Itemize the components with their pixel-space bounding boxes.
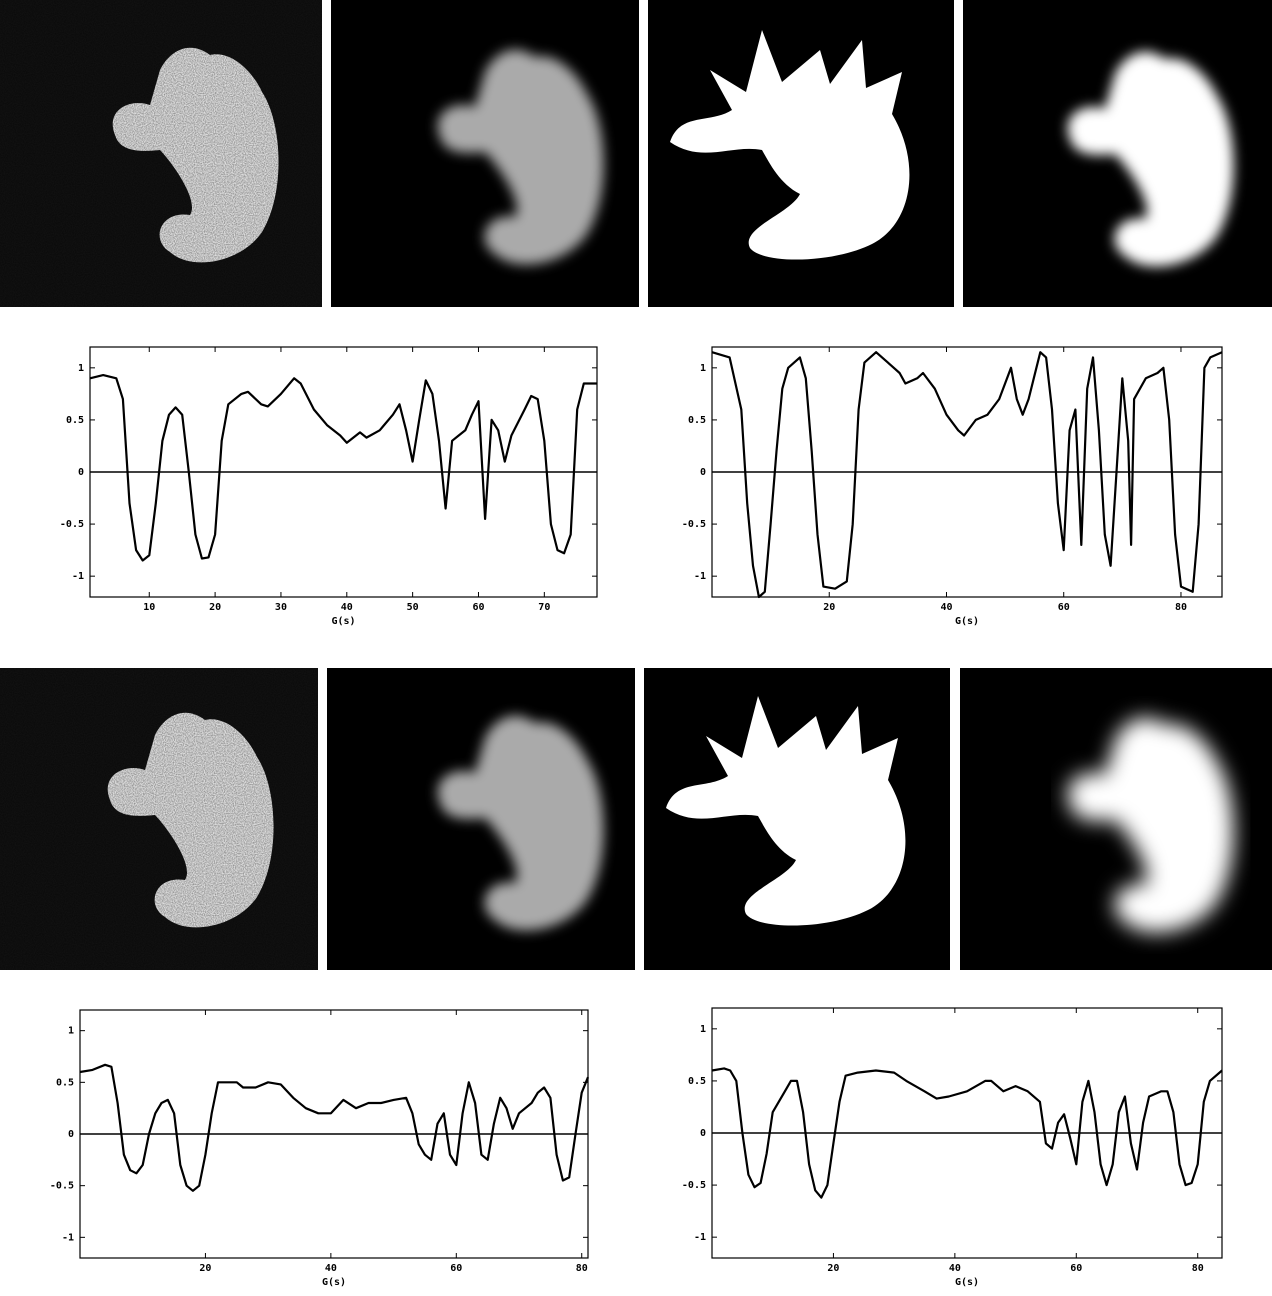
- x-tick-label: 20: [827, 1263, 839, 1274]
- x-tick-label: 40: [325, 1263, 337, 1274]
- x-tick-label: 60: [450, 1263, 462, 1274]
- y-tick-label: -1: [62, 1232, 74, 1243]
- y-tick-label: 0.5: [688, 415, 706, 426]
- y-tick-label: -0.5: [682, 1180, 706, 1191]
- x-axis-label: G(s): [331, 616, 355, 627]
- noisy-image: [0, 0, 322, 307]
- x-axis-label: G(s): [955, 616, 979, 627]
- y-tick-label: -0.5: [682, 519, 706, 530]
- smoothed-image: [327, 668, 635, 970]
- data-line: [90, 375, 597, 560]
- image-row-2: [0, 668, 1272, 970]
- x-tick-label: 10: [143, 602, 155, 613]
- x-tick-label: 40: [940, 602, 952, 613]
- x-tick-label: 80: [576, 1263, 588, 1274]
- x-tick-label: 70: [538, 602, 550, 613]
- smoothed-image: [331, 0, 639, 307]
- y-tick-label: 1: [68, 1026, 74, 1037]
- x-tick-label: 60: [472, 602, 484, 613]
- x-tick-label: 60: [1070, 1263, 1082, 1274]
- y-tick-label: 1: [700, 363, 706, 374]
- segmented-image: [648, 0, 954, 307]
- figure: -1-0.500.5110203040506070G(s)-1-0.500.51…: [0, 0, 1272, 1292]
- x-tick-label: 20: [209, 602, 221, 613]
- x-tick-label: 80: [1192, 1263, 1204, 1274]
- x-tick-label: 50: [407, 602, 419, 613]
- x-tick-label: 20: [823, 602, 835, 613]
- y-tick-label: 0.5: [66, 415, 84, 426]
- y-tick-label: 1: [700, 1024, 706, 1035]
- x-tick-label: 40: [341, 602, 353, 613]
- y-tick-label: -1: [72, 571, 84, 582]
- blurred-image: [963, 0, 1272, 307]
- y-tick-label: 1: [78, 363, 84, 374]
- y-tick-label: 0.5: [688, 1076, 706, 1087]
- data-line: [712, 352, 1222, 597]
- y-tick-label: 0.5: [56, 1077, 74, 1088]
- blurred-image: [960, 668, 1272, 970]
- noisy-image: [0, 668, 318, 970]
- x-axis-label: G(s): [955, 1277, 979, 1288]
- y-tick-label: -0.5: [50, 1181, 74, 1192]
- segmented-image: [644, 668, 950, 970]
- x-axis-label: G(s): [322, 1277, 346, 1288]
- x-tick-label: 30: [275, 602, 287, 613]
- y-tick-label: 0: [700, 467, 706, 478]
- image-row-1: [0, 0, 1272, 307]
- y-tick-label: -0.5: [60, 519, 84, 530]
- y-tick-label: -1: [694, 571, 706, 582]
- x-tick-label: 60: [1058, 602, 1070, 613]
- data-line: [80, 1065, 588, 1191]
- x-tick-label: 40: [949, 1263, 961, 1274]
- x-tick-label: 20: [199, 1263, 211, 1274]
- y-tick-label: 0: [700, 1128, 706, 1139]
- y-tick-label: 0: [78, 467, 84, 478]
- y-tick-label: 0: [68, 1129, 74, 1140]
- y-tick-label: -1: [694, 1232, 706, 1243]
- x-tick-label: 80: [1175, 602, 1187, 613]
